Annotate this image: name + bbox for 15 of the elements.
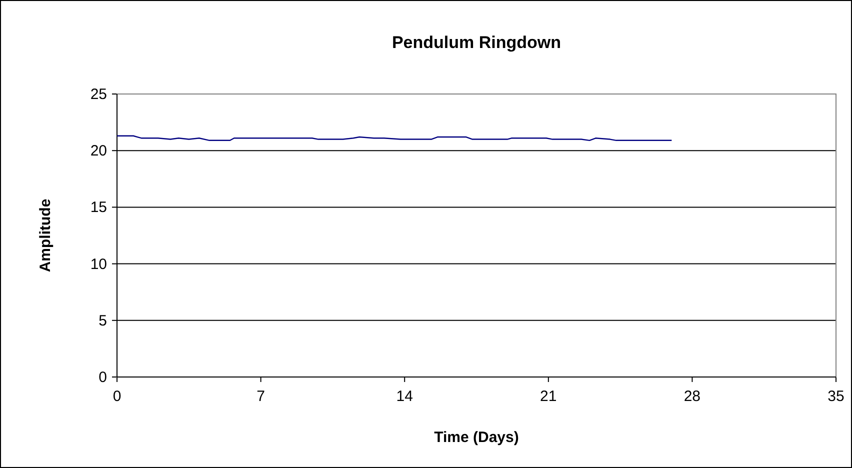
x-tick-label: 0 [112, 388, 122, 405]
x-tick-label: 7 [256, 388, 265, 405]
x-tick-label: 21 [540, 388, 557, 405]
y-tick-label: 15 [90, 199, 107, 216]
y-axis-title: Amplitude [37, 198, 54, 272]
y-tick-label: 10 [90, 256, 107, 273]
y-tick-label: 20 [90, 142, 107, 160]
y-tick-label: 0 [98, 369, 107, 386]
y-tick-label: 25 [90, 86, 107, 103]
x-axis-title: Time (Days) [434, 429, 519, 446]
chart-title: Pendulum Ringdown [392, 33, 562, 52]
x-tick-label: 28 [684, 388, 701, 405]
x-tick-label: 35 [828, 388, 844, 405]
y-tick-label: 5 [98, 312, 107, 330]
x-tick-label: 14 [396, 388, 413, 405]
